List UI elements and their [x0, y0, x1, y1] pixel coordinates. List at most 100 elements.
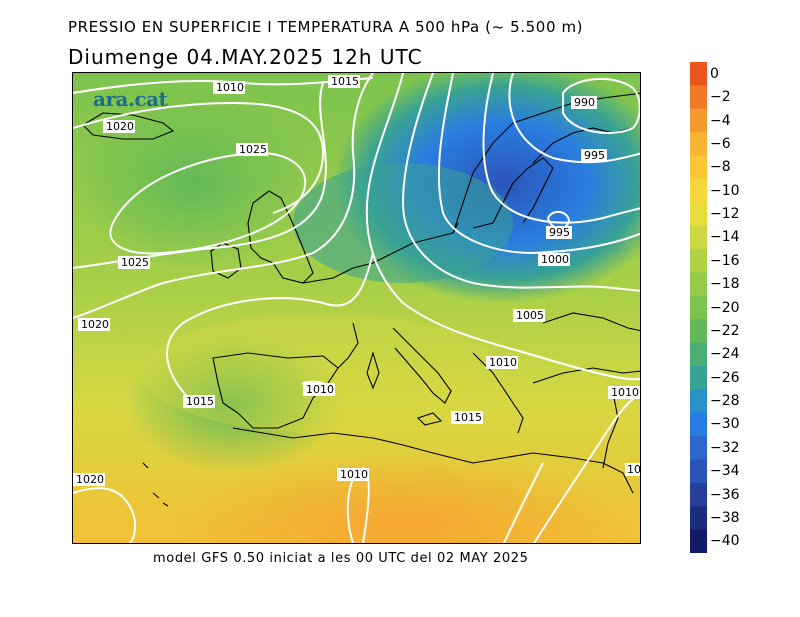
- isobar-label: 1010: [216, 81, 244, 94]
- black-sea-north-coast: [542, 312, 640, 332]
- iceland-coast: [82, 112, 175, 140]
- cold-band-north-sea: [293, 163, 513, 283]
- isobar-label: 1000: [541, 253, 569, 266]
- colorbar-swatch: [690, 85, 707, 110]
- colorbar-label: −38: [710, 509, 740, 526]
- weather-map: 1010 1015 1020 1025 1025 1020 1015 1010 …: [72, 72, 641, 544]
- colorbar-swatch: [690, 132, 707, 157]
- colorbar-swatch: [690, 249, 707, 273]
- colorbar-swatch: [690, 272, 707, 297]
- colorbar-label: −40: [710, 533, 740, 550]
- sicily-coast: [416, 412, 443, 426]
- isobar-label: 1015: [331, 75, 359, 88]
- warm-area-sahara: [173, 453, 633, 543]
- colorbar-label: −30: [710, 416, 740, 433]
- isobar-label: 10: [627, 463, 641, 476]
- colorbar-label: −4: [710, 112, 731, 129]
- isobar-label: 1025: [121, 256, 149, 269]
- isobar-1000: [482, 73, 640, 224]
- colorbar-label: −36: [710, 486, 740, 503]
- isobar-1010-central: [401, 73, 640, 292]
- map-date-line: Diumenge 04.MAY.2025 12h UTC: [68, 45, 423, 69]
- isobar-995-north: [508, 73, 640, 164]
- iberia-coast: [212, 352, 339, 429]
- isobar-label: 1010: [340, 468, 368, 481]
- colorbar-swatch: [690, 365, 707, 390]
- colorbar-swatch: [690, 108, 707, 133]
- colorbar-swatch: [690, 389, 707, 414]
- colorbar-label: 0: [710, 65, 719, 82]
- colorbar-swatch: [690, 342, 707, 367]
- colorbar-swatch: [690, 202, 707, 227]
- colorbar-swatch: [690, 459, 707, 484]
- isobar-1020-southwest: [73, 487, 137, 543]
- isobar-label: 1010: [611, 386, 639, 399]
- map-title: PRESSIO EN SUPERFICIE I TEMPERATURA A 50…: [68, 18, 584, 36]
- isobar-1020-iceland: [73, 101, 325, 214]
- isobar-1010-east: [533, 393, 640, 543]
- isobar-label: 1025: [239, 143, 267, 156]
- colorbar-label: −12: [710, 206, 740, 222]
- colorbar-label: −32: [710, 439, 740, 456]
- isobar-1015-east: [502, 462, 544, 543]
- yellow-area-mediterranean: [143, 313, 503, 433]
- colorbar-swatch: [690, 412, 707, 437]
- colorbar-swatch: [690, 482, 707, 507]
- colorbar-label: −6: [710, 135, 731, 152]
- colorbar-label: −18: [710, 276, 740, 293]
- colorbar-label: −20: [710, 299, 740, 316]
- isobar-label: 990: [574, 96, 595, 109]
- colorbar-label: −34: [710, 463, 740, 480]
- canary-islands-coast: [142, 462, 169, 507]
- isobar-label: 1015: [186, 395, 214, 408]
- green-area-atlantic: [73, 93, 313, 273]
- sweden-coast: [472, 157, 554, 229]
- colorbar-label: −26: [710, 369, 740, 386]
- isobar-label: 1020: [76, 473, 104, 486]
- colorbar-label: −24: [710, 346, 740, 363]
- colorbar-label: −22: [710, 322, 740, 339]
- isobar-1025: [109, 151, 306, 255]
- colorbar-swatches: [690, 62, 707, 553]
- aracat-logo: ara.cat: [93, 87, 168, 111]
- colorbar-label: −8: [710, 159, 731, 176]
- isobar-label: 1015: [454, 411, 482, 424]
- colorbar-swatch: [690, 436, 707, 460]
- colorbar-swatch: [690, 178, 707, 203]
- northwest-europe-coast: [302, 222, 459, 284]
- levant-coast: [602, 392, 619, 469]
- isobar-label: 995: [584, 149, 605, 162]
- colorbar-swatch: [690, 529, 707, 553]
- colorbar-swatch: [690, 155, 707, 180]
- map-canvas: 1010 1015 1020 1025 1025 1020 1015 1010 …: [73, 73, 641, 543]
- temperature-colorbar: [690, 62, 707, 553]
- colorbar-swatch: [690, 225, 707, 250]
- isobar-labels: 1010 1015 1020 1025 1025 1020 1015 1010 …: [73, 75, 641, 486]
- model-run-caption: model GFS 0.50 iniciat a les 00 UTC del …: [153, 551, 529, 566]
- isobar-label: 1010: [489, 356, 517, 369]
- green-area-iberia: [123, 333, 343, 473]
- isobar-1020-west: [73, 73, 374, 319]
- great-britain-coast: [247, 190, 314, 284]
- colorbar-label: −10: [710, 182, 740, 199]
- isobar-990: [562, 77, 640, 134]
- isobar-label: 995: [549, 226, 570, 239]
- colorbar-swatch: [690, 62, 707, 86]
- balkans-coast: [472, 352, 524, 434]
- france-south-coast: [337, 322, 359, 369]
- isobar-label: 1020: [81, 318, 109, 331]
- colorbar-label: −2: [710, 89, 731, 106]
- isobar-1005: [437, 73, 640, 255]
- colorbar-label: −28: [710, 393, 740, 409]
- italy-coast: [392, 327, 452, 404]
- isobar-label: 1020: [106, 120, 134, 133]
- black-sea-south-coast: [532, 367, 640, 384]
- colorbar-label: −16: [710, 252, 740, 269]
- sardinia-corsica-coast: [366, 351, 380, 390]
- isobar-1015-central: [365, 73, 640, 381]
- isobar-1015-iberia: [166, 252, 374, 404]
- isobar-label: 1010: [306, 383, 334, 396]
- colorbar-swatch: [690, 319, 707, 344]
- colorbar-label: −14: [710, 229, 740, 246]
- colorbar-swatch: [690, 506, 707, 531]
